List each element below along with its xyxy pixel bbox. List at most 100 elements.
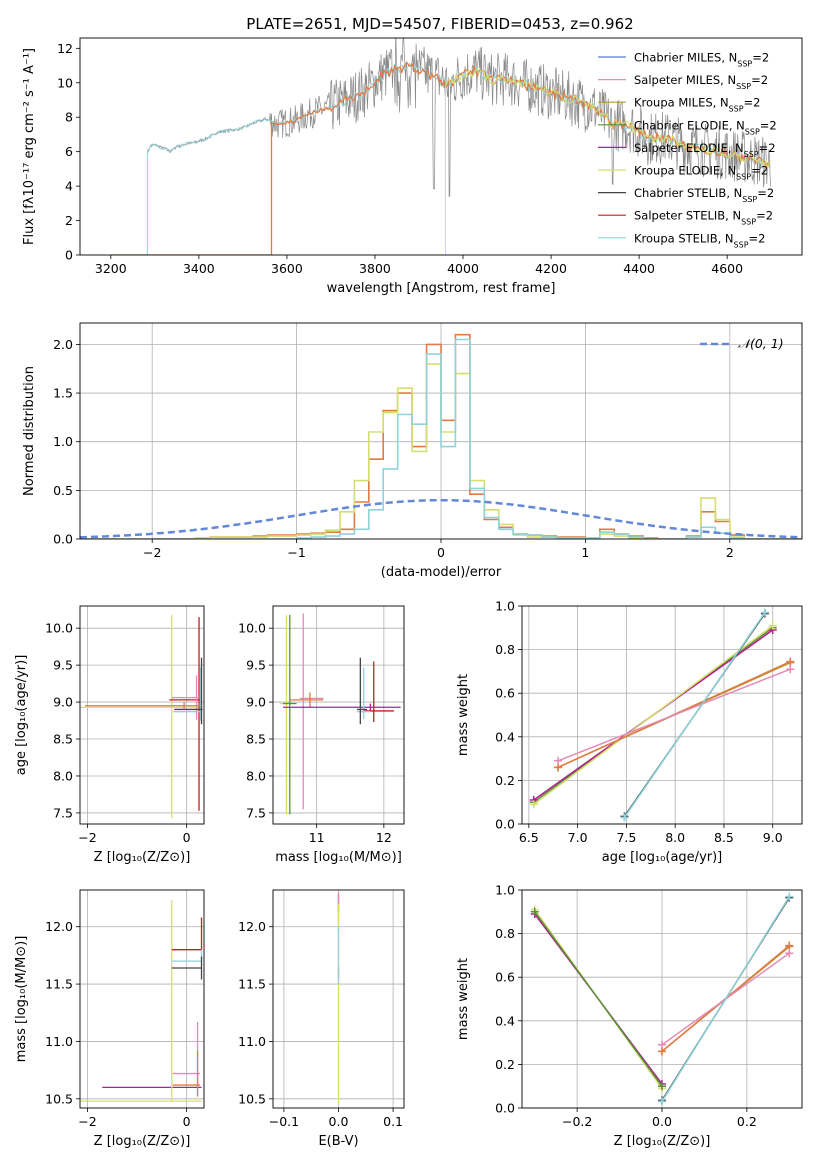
x-tick-label: 4600 xyxy=(711,261,743,276)
errorbar-salpeter_miles xyxy=(171,675,200,720)
axes-frame xyxy=(272,605,405,825)
legend-label-salpeter_miles: Salpeter MILES, NSSP=2 xyxy=(634,73,768,91)
y-tick-label: 0.8 xyxy=(495,642,515,657)
x-tick-label: 2 xyxy=(726,545,734,560)
x-axis-label: Z [log₁₀(Z/Z⊙)] xyxy=(94,850,191,865)
panel-mass_vs_z: −2 0 10.5 11.0 11.5 12.0 Z [log₁₀(Z/Z⊙)] mass [… xyxy=(14,889,205,1149)
axes-frame xyxy=(521,889,803,1109)
spectrum-model-kroupa_elodie xyxy=(110,67,772,255)
axes-frame xyxy=(79,605,205,825)
plot-area-weight_vs_z xyxy=(522,890,802,1108)
panel-spectrum: 3200 3400 3600 3800 4000 4200 4400 4600 0 2 4 6 8 10 1… xyxy=(22,37,803,296)
plot-area-spectrum xyxy=(110,38,772,255)
y-tick-label: 0.0 xyxy=(495,817,515,832)
errorbar-kroupa_stelib xyxy=(173,667,202,721)
errorbar-salpeter_stelib xyxy=(171,917,203,951)
x-tick-label: −2 xyxy=(143,545,161,560)
y-tick-label: 9.0 xyxy=(53,695,73,710)
y-tick-label: 11.0 xyxy=(45,1034,73,1049)
x-tick-label: 8.5 xyxy=(714,830,734,845)
y-tick-label: 11.5 xyxy=(45,977,73,992)
weight-marker-salpeter_miles xyxy=(785,949,794,958)
y-tick-label: 12.0 xyxy=(238,919,266,934)
weight-marker-salpeter_miles xyxy=(554,756,563,765)
errorbar-chabrier_elodie xyxy=(283,614,297,815)
errorbar-salpeter_elodie xyxy=(283,703,401,711)
axes-frame xyxy=(79,889,205,1109)
weight-marker-kroupa_elodie xyxy=(768,621,777,630)
y-tick-label: 0.8 xyxy=(495,926,515,941)
axes-frame xyxy=(521,605,803,825)
plot-area-mass_vs_z xyxy=(80,890,204,1108)
x-axis-label: (data-model)/error xyxy=(381,565,502,580)
y-axis-label: age [log₁₀(age/yr)] xyxy=(14,655,29,776)
x-axis-label: Z [log₁₀(Z/Z⊙)] xyxy=(94,1134,191,1149)
errorbar-chabrier_stelib xyxy=(174,657,203,725)
x-tick-label: 3200 xyxy=(95,261,127,276)
gaussian-curve xyxy=(80,498,802,539)
y-tick-label: 1.0 xyxy=(495,883,515,898)
y-axis-label: Normed distribution xyxy=(22,366,37,496)
y-tick-label: 0.4 xyxy=(495,729,515,744)
x-tick-label: −2 xyxy=(78,1114,96,1129)
plot-area-age_vs_mass xyxy=(273,606,404,824)
weight-line-kroupa_stelib xyxy=(661,896,790,1102)
errorbar-kroupa_stelib xyxy=(356,667,371,720)
y-tick-label: 0.6 xyxy=(495,970,515,985)
panel-weight_vs_z: −0.2 0.0 0.2 0.0 0.2 0.4 0.6 0.8 1.0 Z [log₁₀(Z/Z… xyxy=(456,883,803,1149)
weight-marker-kroupa_elodie xyxy=(529,800,538,809)
legend-label-salpeter_elodie: Salpeter ELODIE, NSSP=2 xyxy=(634,141,776,159)
x-tick-label: −1 xyxy=(287,545,305,560)
weight-marker-kroupa_stelib xyxy=(620,813,629,822)
x-axis-label: mass [log₁₀(M/M⊙)] xyxy=(275,850,402,865)
legend-label-chabrier_stelib: Chabrier STELIB, NSSP=2 xyxy=(634,186,774,204)
y-tick-label: 1.0 xyxy=(495,599,515,614)
y-tick-label: 8.0 xyxy=(53,768,73,783)
y-axis-label: mass [log₁₀(M/M⊙)] xyxy=(14,936,29,1063)
axes-frame xyxy=(79,37,803,256)
x-axis-label: Z [log₁₀(Z/Z⊙)] xyxy=(614,1134,711,1149)
y-tick-label: 12 xyxy=(57,41,73,56)
histogram-kroupa_stelib xyxy=(80,338,802,539)
y-tick-label: 8.5 xyxy=(53,732,73,747)
y-tick-label: 2 xyxy=(65,213,73,228)
y-axis-label: Flux [fλ10⁻¹⁷ erg cm⁻² s⁻¹ A⁻¹] xyxy=(22,48,37,245)
spectrum-data-line xyxy=(147,38,772,197)
y-tick-label: 11.0 xyxy=(238,1034,266,1049)
weight-marker-salpeter_miles xyxy=(786,665,795,674)
y-tick-label: 0.4 xyxy=(495,1013,515,1028)
x-tick-label: 12 xyxy=(376,830,392,845)
legend-label-kroupa_elodie: Kroupa ELODIE, NSSP=2 xyxy=(634,164,768,182)
x-tick-label: 0.0 xyxy=(329,1114,349,1129)
y-tick-label: 1.0 xyxy=(53,434,73,449)
y-tick-label: 0.6 xyxy=(495,686,515,701)
x-tick-label: 0.2 xyxy=(737,1114,757,1129)
y-axis-label: mass weight xyxy=(456,674,471,756)
x-tick-label: 7.5 xyxy=(616,830,636,845)
x-tick-label: 0.1 xyxy=(383,1114,403,1129)
x-tick-label: −0.2 xyxy=(562,1114,592,1129)
panel-age_vs_mass: 11 12 7.5 8.0 8.5 9.0 9.5 10.0 mass [log₁₀(M/M⊙)… xyxy=(238,605,405,865)
y-tick-label: 10.5 xyxy=(238,1091,266,1106)
panel-residuals: −2 −1 0 1 2 0.0 0.5 1.0 1.5 2.0 (data-model)/error… xyxy=(22,322,803,580)
errorbar-chabrier_stelib xyxy=(171,956,203,980)
weight-marker-salpeter_miles xyxy=(658,1040,666,1049)
axes-frame xyxy=(272,889,405,1109)
weight-marker-chabrier_elodie xyxy=(658,1082,666,1091)
weight-marker-model xyxy=(785,941,794,950)
y-axis-label: mass weight xyxy=(456,958,471,1040)
errorbar-kroupa_elodie xyxy=(80,614,202,819)
weight-marker-model xyxy=(786,657,795,666)
y-tick-label: 7.5 xyxy=(246,805,266,820)
legend-label-salpeter_stelib: Salpeter STELIB, NSSP=2 xyxy=(634,209,773,227)
y-tick-label: 6 xyxy=(65,144,73,159)
y-tick-label: 10.0 xyxy=(45,621,73,636)
y-tick-label: 8 xyxy=(65,110,73,125)
x-tick-label: −2 xyxy=(78,830,96,845)
x-tick-label: 3800 xyxy=(359,261,391,276)
y-tick-label: 7.5 xyxy=(53,805,73,820)
errorbar-salpeter_miles xyxy=(299,613,324,810)
x-tick-label: 0 xyxy=(183,1114,191,1129)
x-tick-label: 0 xyxy=(437,545,445,560)
x-tick-label: 7.0 xyxy=(568,830,588,845)
